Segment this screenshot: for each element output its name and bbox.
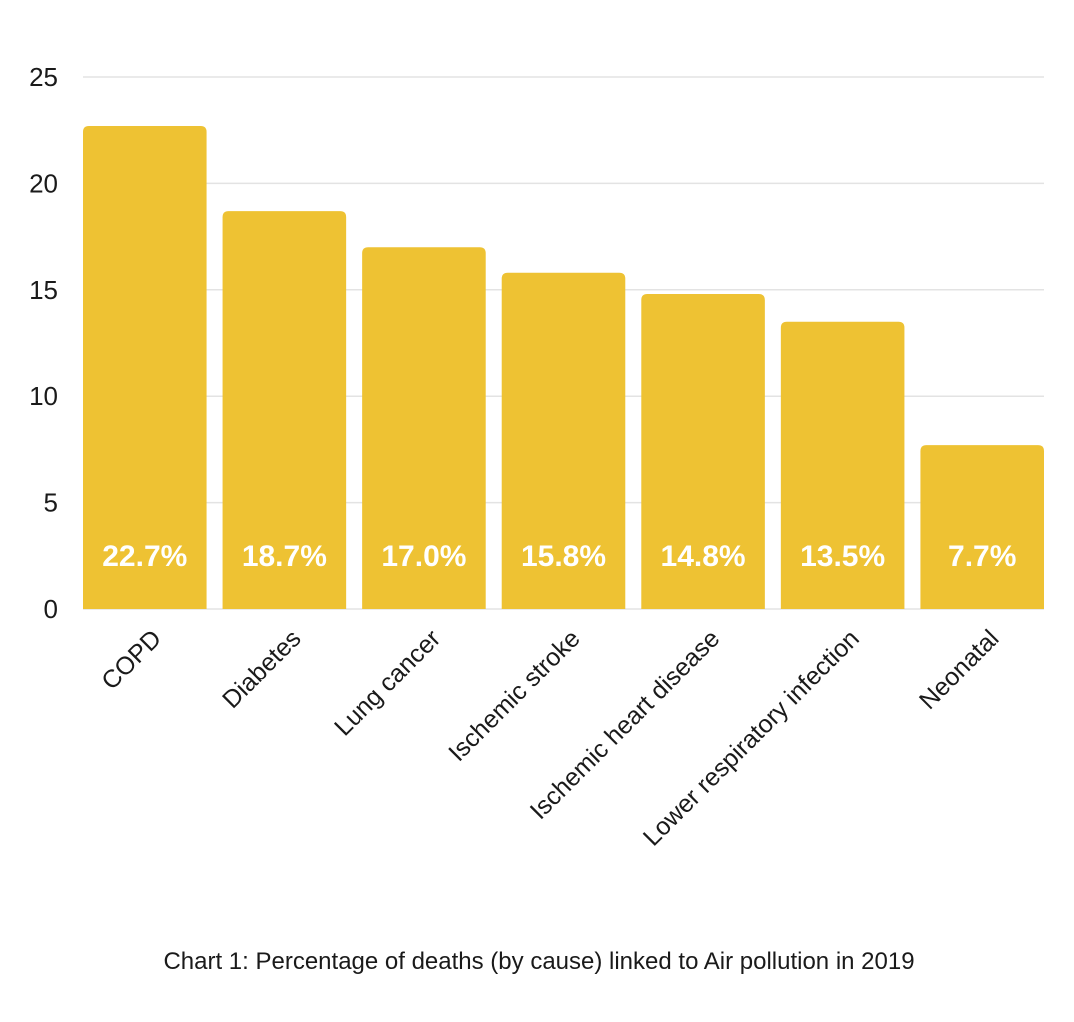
- x-tick-label: Lung cancer: [329, 624, 446, 741]
- y-tick-label: 5: [44, 488, 58, 518]
- bar: [920, 445, 1044, 609]
- x-tick-label: Diabetes: [217, 624, 307, 714]
- x-tick-label: Neonatal: [914, 624, 1005, 715]
- data-labels: 22.7% 18.7% 17.0% 15.8% 14.8% 13.5% 7.7%: [102, 540, 1016, 573]
- data-label: 14.8%: [661, 540, 746, 573]
- x-tick-label: COPD: [96, 624, 167, 695]
- bar: [362, 247, 486, 610]
- bar: [780, 321, 905, 609]
- y-tick-label: 0: [44, 594, 58, 624]
- chart-caption: Chart 1: Percentage of deaths (by cause)…: [163, 948, 915, 975]
- data-label: 22.7%: [102, 540, 187, 573]
- data-label: 13.5%: [800, 540, 885, 573]
- data-label: 17.0%: [381, 540, 466, 573]
- data-label: 18.7%: [242, 540, 327, 573]
- bar: [501, 272, 626, 609]
- y-tick-label: 10: [29, 381, 58, 411]
- y-tick-label: 25: [29, 62, 58, 92]
- x-tick-label: Ischemic stroke: [443, 624, 586, 767]
- bar: [222, 211, 347, 609]
- bar: [83, 125, 207, 609]
- y-tick-label: 15: [29, 275, 58, 305]
- y-axis-tick-labels: 0 5 10 15 20 25: [29, 62, 58, 624]
- data-label: 7.7%: [948, 540, 1016, 573]
- bar: [641, 294, 765, 609]
- data-label: 15.8%: [521, 540, 606, 573]
- bars: [83, 125, 1044, 610]
- y-tick-label: 20: [29, 168, 58, 198]
